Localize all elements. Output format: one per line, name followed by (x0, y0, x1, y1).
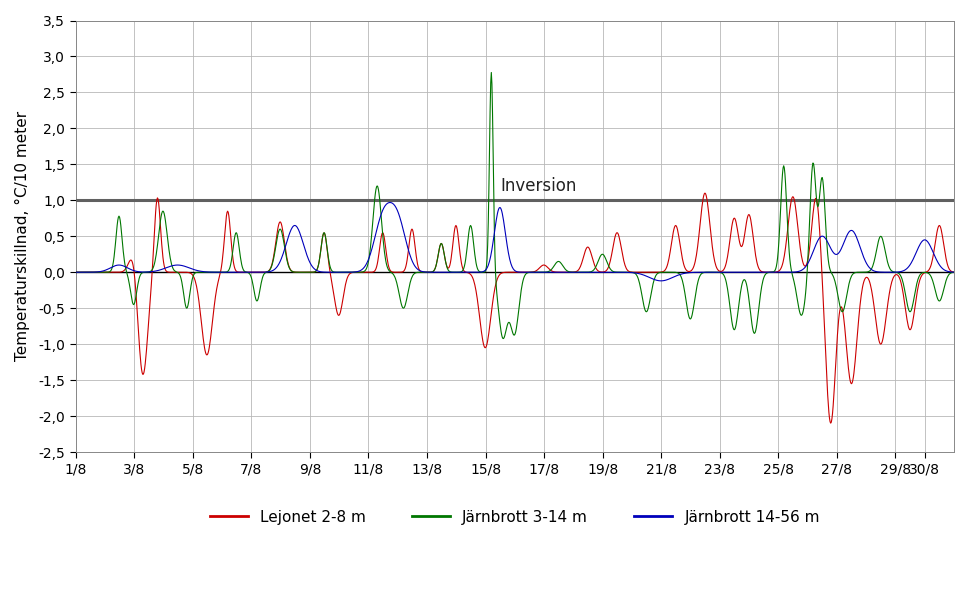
Y-axis label: Temperaturskillnad, °C/10 meter: Temperaturskillnad, °C/10 meter (15, 111, 30, 361)
Text: Inversion: Inversion (500, 176, 577, 195)
Legend: Lejonet 2-8 m, Järnbrott 3-14 m, Järnbrott 14-56 m: Lejonet 2-8 m, Järnbrott 3-14 m, Järnbro… (203, 503, 826, 530)
